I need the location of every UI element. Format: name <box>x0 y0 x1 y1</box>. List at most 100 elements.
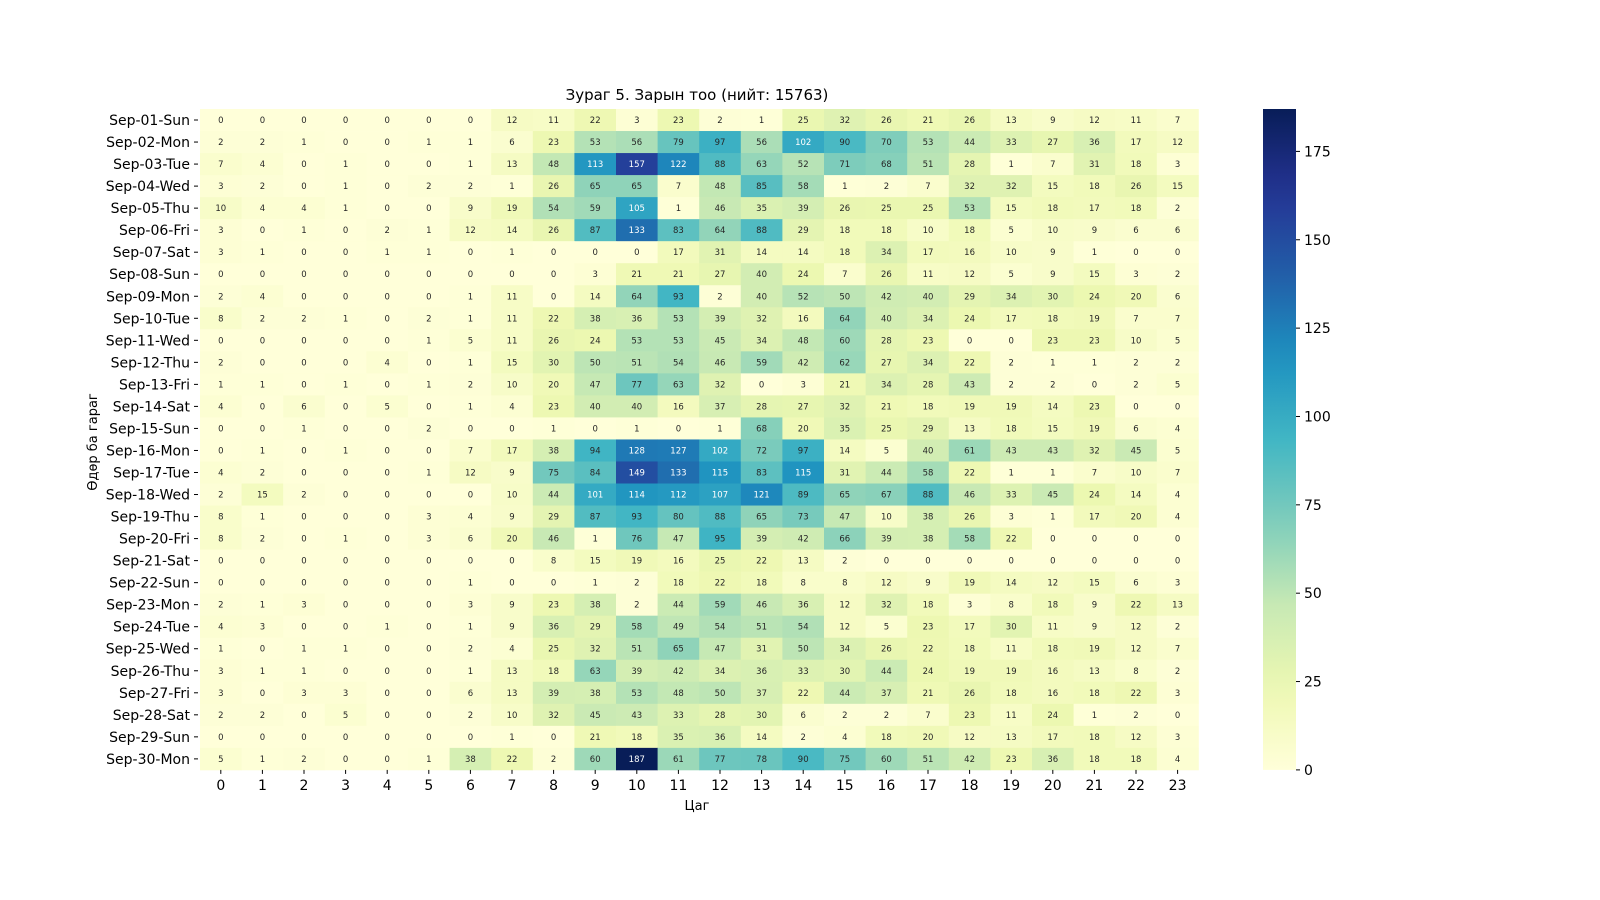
heatmap-cell <box>324 109 367 132</box>
cell-value-label: 70 <box>881 138 892 148</box>
cell-value-label: 1 <box>468 623 473 633</box>
cell-value-label: 2 <box>468 711 473 721</box>
cell-value-label: 14 <box>756 248 767 258</box>
cell-value-label: 12 <box>465 226 476 236</box>
heatmap-cell <box>865 703 908 727</box>
cell-value-label: 0 <box>384 755 389 765</box>
heatmap-cell <box>699 461 742 484</box>
cell-value-label: 0 <box>426 116 431 126</box>
cell-value-label: 22 <box>1006 535 1017 545</box>
heatmap-cell <box>699 725 742 749</box>
heatmap-cell <box>948 681 991 705</box>
cell-value-label: 0 <box>218 424 223 434</box>
heatmap-cell <box>366 549 409 573</box>
heatmap-cell <box>1156 571 1199 595</box>
cell-value-label: 13 <box>507 667 518 677</box>
heatmap-cell <box>699 131 742 154</box>
heatmap-cell <box>283 659 326 683</box>
heatmap-cell <box>241 395 284 418</box>
cell-value-label: 3 <box>800 380 805 390</box>
cell-value-label: 7 <box>925 711 930 721</box>
cell-value-label: 4 <box>509 402 514 412</box>
heatmap-cell <box>532 373 575 396</box>
cell-value-label: 0 <box>343 755 348 765</box>
cell-value-label: 39 <box>548 689 559 699</box>
heatmap-cell <box>740 461 783 484</box>
heatmap-cell <box>491 461 534 484</box>
cell-value-label: 12 <box>839 601 850 611</box>
cell-value-label: 51 <box>631 645 642 655</box>
heatmap-cell <box>1156 263 1199 286</box>
heatmap-cell <box>1032 263 1074 286</box>
cell-value-label: 0 <box>426 645 431 655</box>
cell-value-label: 19 <box>964 667 975 677</box>
cell-value-label: 44 <box>881 667 892 677</box>
heatmap-cell <box>449 527 492 550</box>
heatmap-cell <box>824 681 866 705</box>
heatmap-cell <box>574 395 617 418</box>
heatmap-cell <box>782 241 825 264</box>
cell-value-label: 2 <box>301 755 306 765</box>
x-tick-label: 19 <box>1002 778 1020 794</box>
heatmap-cell <box>1032 373 1074 396</box>
heatmap-cell <box>948 241 991 264</box>
cell-value-label: 0 <box>1092 557 1097 567</box>
heatmap-cell <box>1073 549 1116 573</box>
heatmap-cell <box>740 307 783 330</box>
heatmap-cell <box>824 109 866 132</box>
heatmap-cell <box>990 329 1033 352</box>
cell-value-label: 11 <box>1131 116 1142 126</box>
heatmap-cell <box>699 549 742 573</box>
heatmap-cell <box>657 703 700 727</box>
heatmap-cell <box>449 439 492 462</box>
heatmap-cell <box>990 395 1033 418</box>
heatmap-cell <box>907 725 950 749</box>
heatmap-cell <box>200 109 242 132</box>
heatmap-cell <box>200 483 242 506</box>
heatmap-cell <box>1032 461 1074 484</box>
cell-value-label: 13 <box>1089 667 1100 677</box>
cell-value-label: 66 <box>839 535 850 545</box>
cell-value-label: 0 <box>1175 557 1180 567</box>
cell-value-label: 3 <box>218 182 223 192</box>
cell-value-label: 30 <box>548 358 559 368</box>
heatmap-cell <box>1032 153 1074 176</box>
heatmap-cell <box>699 241 742 264</box>
heatmap-cell <box>491 659 534 683</box>
cell-value-label: 89 <box>798 491 809 501</box>
heatmap-cell <box>1073 219 1116 242</box>
heatmap-cell <box>1156 153 1199 176</box>
heatmap-cell <box>366 373 409 396</box>
cell-value-label: 127 <box>670 446 686 456</box>
heatmap-cell <box>1156 725 1199 749</box>
heatmap-cell <box>616 615 658 639</box>
cell-value-label: 0 <box>384 557 389 567</box>
heatmap-cell <box>824 725 866 749</box>
cell-value-label: 0 <box>1050 557 1055 567</box>
heatmap-cell <box>907 109 950 132</box>
cell-value-label: 23 <box>923 336 934 346</box>
heatmap-cell <box>283 241 326 264</box>
heatmap-cell <box>1032 505 1074 528</box>
heatmap-cell <box>616 175 658 198</box>
cell-value-label: 35 <box>673 733 684 743</box>
heatmap-cell <box>824 637 866 661</box>
heatmap-cell <box>574 637 617 661</box>
cell-value-label: 10 <box>507 380 518 390</box>
heatmap-cell <box>1073 329 1116 352</box>
heatmap-cell <box>1032 175 1074 198</box>
heatmap-cell <box>865 615 908 639</box>
cell-value-label: 25 <box>715 557 726 567</box>
heatmap-cell <box>948 285 991 308</box>
heatmap-cell <box>907 571 950 595</box>
heatmap-cell <box>324 593 367 617</box>
cell-value-label: 76 <box>631 535 642 545</box>
heatmap-cell <box>200 747 242 771</box>
heatmap-cell <box>1073 439 1116 462</box>
cell-value-label: 9 <box>925 579 930 589</box>
cell-value-label: 3 <box>967 601 972 611</box>
heatmap-cell <box>283 109 326 132</box>
cell-value-label: 0 <box>260 579 265 589</box>
cell-value-label: 2 <box>884 182 889 192</box>
cell-value-label: 0 <box>218 446 223 456</box>
